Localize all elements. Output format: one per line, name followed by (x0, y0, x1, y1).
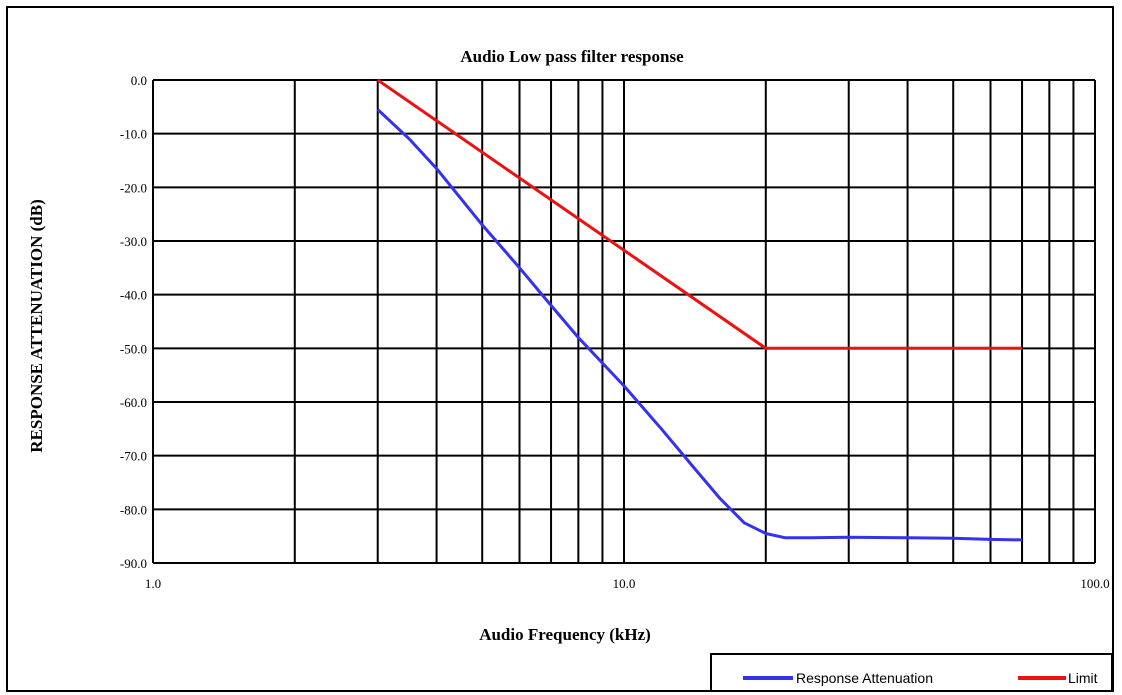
x-tick-label: 100.0 (1080, 576, 1109, 591)
y-tick-label: -50.0 (120, 341, 147, 356)
chart: Audio Low pass filter response 0.0 -10.0 -… (27, 47, 1113, 693)
y-tick-label: 0.0 (131, 73, 147, 88)
y-axis-label: RESPONSE ATTENUATION (dB) (27, 199, 46, 452)
y-tick-label: -10.0 (120, 127, 147, 142)
y-tick-label: -40.0 (120, 288, 147, 303)
x-tick-label: 10.0 (613, 576, 636, 591)
y-tick-label: -90.0 (120, 556, 147, 571)
series-line-limit (376, 78, 1022, 350)
x-axis-label: Audio Frequency (kHz) (479, 625, 651, 644)
legend: Response Attenuation Limit (710, 653, 1113, 693)
series-lines (376, 78, 1023, 542)
chart-title: Audio Low pass filter response (460, 47, 684, 66)
y-tick-label: -30.0 (120, 234, 147, 249)
y-tick-label: -20.0 (120, 180, 147, 195)
y-tick-label: -60.0 (120, 395, 147, 410)
x-tick-label: 1.0 (145, 576, 161, 591)
x-tick-labels: 1.0 10.0 100.0 (145, 576, 1110, 591)
legend-label-limit: Limit (1068, 670, 1098, 686)
chart-frame: Audio Low pass filter response 0.0 -10.0 -… (6, 6, 1114, 693)
series-line-response-attenuation (376, 108, 1023, 542)
y-tick-labels: 0.0 -10.0 -20.0 -30.0 -40.0 -50.0 -60.0 -70.0 -8… (120, 73, 147, 571)
y-tick-label: -70.0 (120, 449, 147, 464)
y-tick-label: -80.0 (120, 502, 147, 517)
grid (152, 79, 1096, 564)
legend-label-response: Response Attenuation (796, 670, 933, 686)
